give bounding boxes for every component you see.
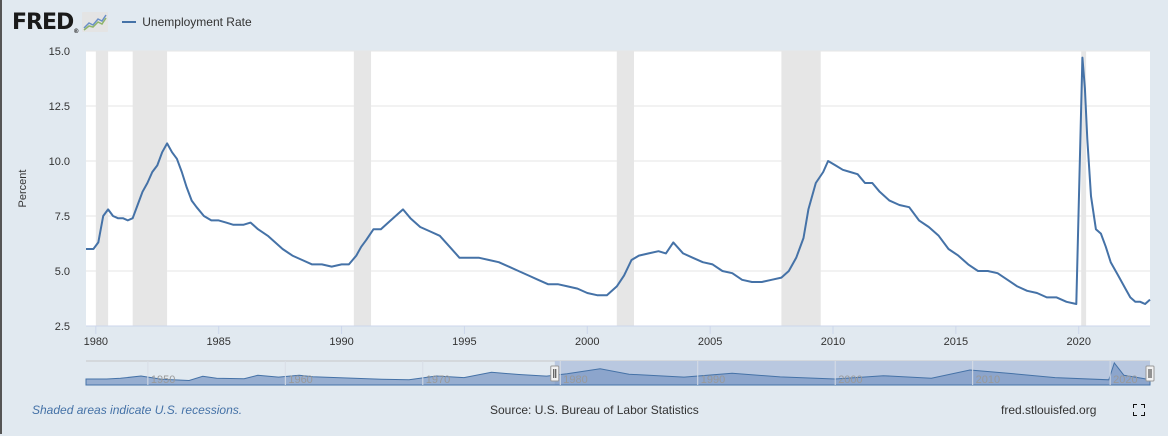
x-tick-label: 1990 (329, 336, 353, 348)
navigator-tick-label: 1970 (426, 374, 450, 386)
navigator-tick-label: 1950 (151, 374, 175, 386)
navigator-tick-label: 2020 (1113, 374, 1137, 386)
x-tick-label: 2020 (1066, 336, 1090, 348)
registered-mark: ® (73, 27, 79, 35)
y-tick-label: 15.0 (49, 46, 70, 58)
y-tick-label: 2.5 (55, 321, 70, 333)
navigator-left-handle[interactable] (550, 365, 560, 382)
navigator-tick-label: 1980 (563, 374, 587, 386)
navigator-tick-label: 1990 (701, 374, 725, 386)
x-tick-label: 2000 (575, 336, 599, 348)
recession-note: Shaded areas indicate U.S. recessions. (32, 403, 243, 417)
line-chart[interactable]: 2.5 5.0 7.5 10.0 12.5 15.0 Percent 1980 1985 1990… (0, 0, 1168, 400)
x-tick-label: 1985 (206, 336, 230, 348)
recession-band (1081, 51, 1087, 326)
unemployment-rate-line[interactable] (86, 56, 1151, 305)
navigator-tick-label: 2010 (976, 374, 1000, 386)
recession-band (353, 51, 372, 326)
chart-header: FRED® Unemployment Rate (12, 8, 252, 36)
legend-line-swatch (122, 21, 137, 23)
y-tick-label: 10.0 (49, 156, 70, 168)
x-tick-label: 2010 (821, 336, 845, 348)
fred-logo[interactable]: FRED® (12, 10, 80, 35)
recession-band (616, 51, 634, 326)
y-axis-label: Percent (17, 170, 29, 208)
line-chart-icon (82, 12, 109, 32)
navigator-series-area (85, 361, 1151, 386)
x-tick-label: 2005 (698, 336, 722, 348)
source-text: Source: U.S. Bureau of Labor Statistics (490, 403, 699, 417)
navigator-tick-label: 2000 (838, 374, 862, 386)
x-tick-label: 1980 (84, 336, 108, 348)
x-tick-label: 2015 (944, 336, 968, 348)
legend-item[interactable]: Unemployment Rate (122, 15, 252, 29)
recession-band (95, 51, 109, 326)
navigator[interactable]: 1950 1960 1970 1980 1990 2000 2010 2020 (85, 360, 1155, 386)
fullscreen-icon[interactable] (1133, 404, 1145, 416)
navigator-tick-label: 1960 (288, 374, 312, 386)
y-tick-label: 5.0 (55, 266, 70, 278)
y-tick-label: 12.5 (49, 101, 70, 113)
logo-text: FRED (12, 9, 74, 35)
y-tick-label: 7.5 (55, 211, 70, 223)
legend-label: Unemployment Rate (142, 15, 252, 29)
x-tick-label: 1995 (452, 336, 476, 348)
recession-band (132, 51, 168, 326)
navigator-right-handle[interactable] (1145, 365, 1155, 382)
site-link[interactable]: fred.stlouisfed.org (1001, 403, 1097, 417)
